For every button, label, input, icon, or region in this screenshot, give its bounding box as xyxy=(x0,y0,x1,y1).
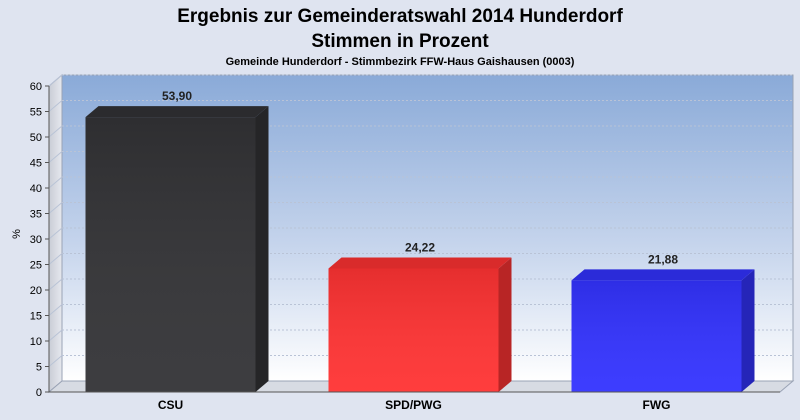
y-tick-label: 5 xyxy=(36,362,42,374)
chart-title-line2: Stimmen in Prozent xyxy=(311,31,489,52)
bar-gloss xyxy=(85,117,256,393)
grid-line-wall xyxy=(48,176,63,189)
y-tick-label: 25 xyxy=(30,260,42,272)
y-tick-label: 20 xyxy=(30,285,42,297)
data-label: 24,22 xyxy=(405,240,435,254)
bar-top xyxy=(328,257,512,269)
grid-line-wall xyxy=(48,278,63,291)
x-tick-label: CSU xyxy=(158,398,183,412)
grid-line-wall xyxy=(48,151,63,163)
y-tick-label: 45 xyxy=(30,158,42,170)
x-tick-label: SPD/PWG xyxy=(385,398,442,412)
bar-spd-pwg xyxy=(328,257,512,392)
grid-line-wall xyxy=(48,253,63,265)
bar-gloss xyxy=(328,268,499,392)
bar-side xyxy=(741,269,755,392)
bar-side xyxy=(255,106,269,393)
grid-line-wall xyxy=(48,74,63,87)
bar-gloss xyxy=(571,280,742,392)
grid-line-wall xyxy=(48,202,63,214)
bar-csu xyxy=(85,106,269,393)
grid-line-wall xyxy=(48,355,63,367)
y-tick-label: 60 xyxy=(30,81,42,93)
grid-line-wall xyxy=(48,100,63,112)
y-tick-label: 55 xyxy=(30,107,42,119)
y-tick-label: 10 xyxy=(30,336,42,348)
y-tick-label: 50 xyxy=(30,132,42,144)
bar-side xyxy=(498,257,512,392)
bar-top xyxy=(85,106,269,118)
data-label: 21,88 xyxy=(648,252,678,266)
y-tick-label: 15 xyxy=(30,311,42,323)
x-tick-label: FWG xyxy=(643,398,671,412)
bar-top xyxy=(571,269,755,281)
y-tick-label: 40 xyxy=(30,183,42,195)
y-tick-label: 0 xyxy=(36,387,42,399)
bar-fwg xyxy=(571,269,755,392)
grid-line-wall xyxy=(48,227,63,240)
grid-line-wall xyxy=(48,304,63,316)
chart-title: Ergebnis zur Gemeinderatswahl 2014 Hunde… xyxy=(177,6,623,27)
data-label: 53,90 xyxy=(162,89,192,103)
y-tick-label: 35 xyxy=(30,209,42,221)
y-axis-label: % xyxy=(11,229,23,239)
x-axis: CSU SPD/PWG FWG xyxy=(49,391,780,412)
grid-line-wall xyxy=(48,125,63,138)
chart-subtitle: Gemeinde Hunderdorf - Stimmbezirk FFW-Ha… xyxy=(226,56,575,68)
bars: 53,90 24,22 21,88 xyxy=(85,89,755,393)
grid-line-wall xyxy=(48,329,63,342)
y-tick-label: 30 xyxy=(30,234,42,246)
y-axis: 0 5 10 15 20 25 30 35 40 45 50 55 60 xyxy=(30,81,50,399)
